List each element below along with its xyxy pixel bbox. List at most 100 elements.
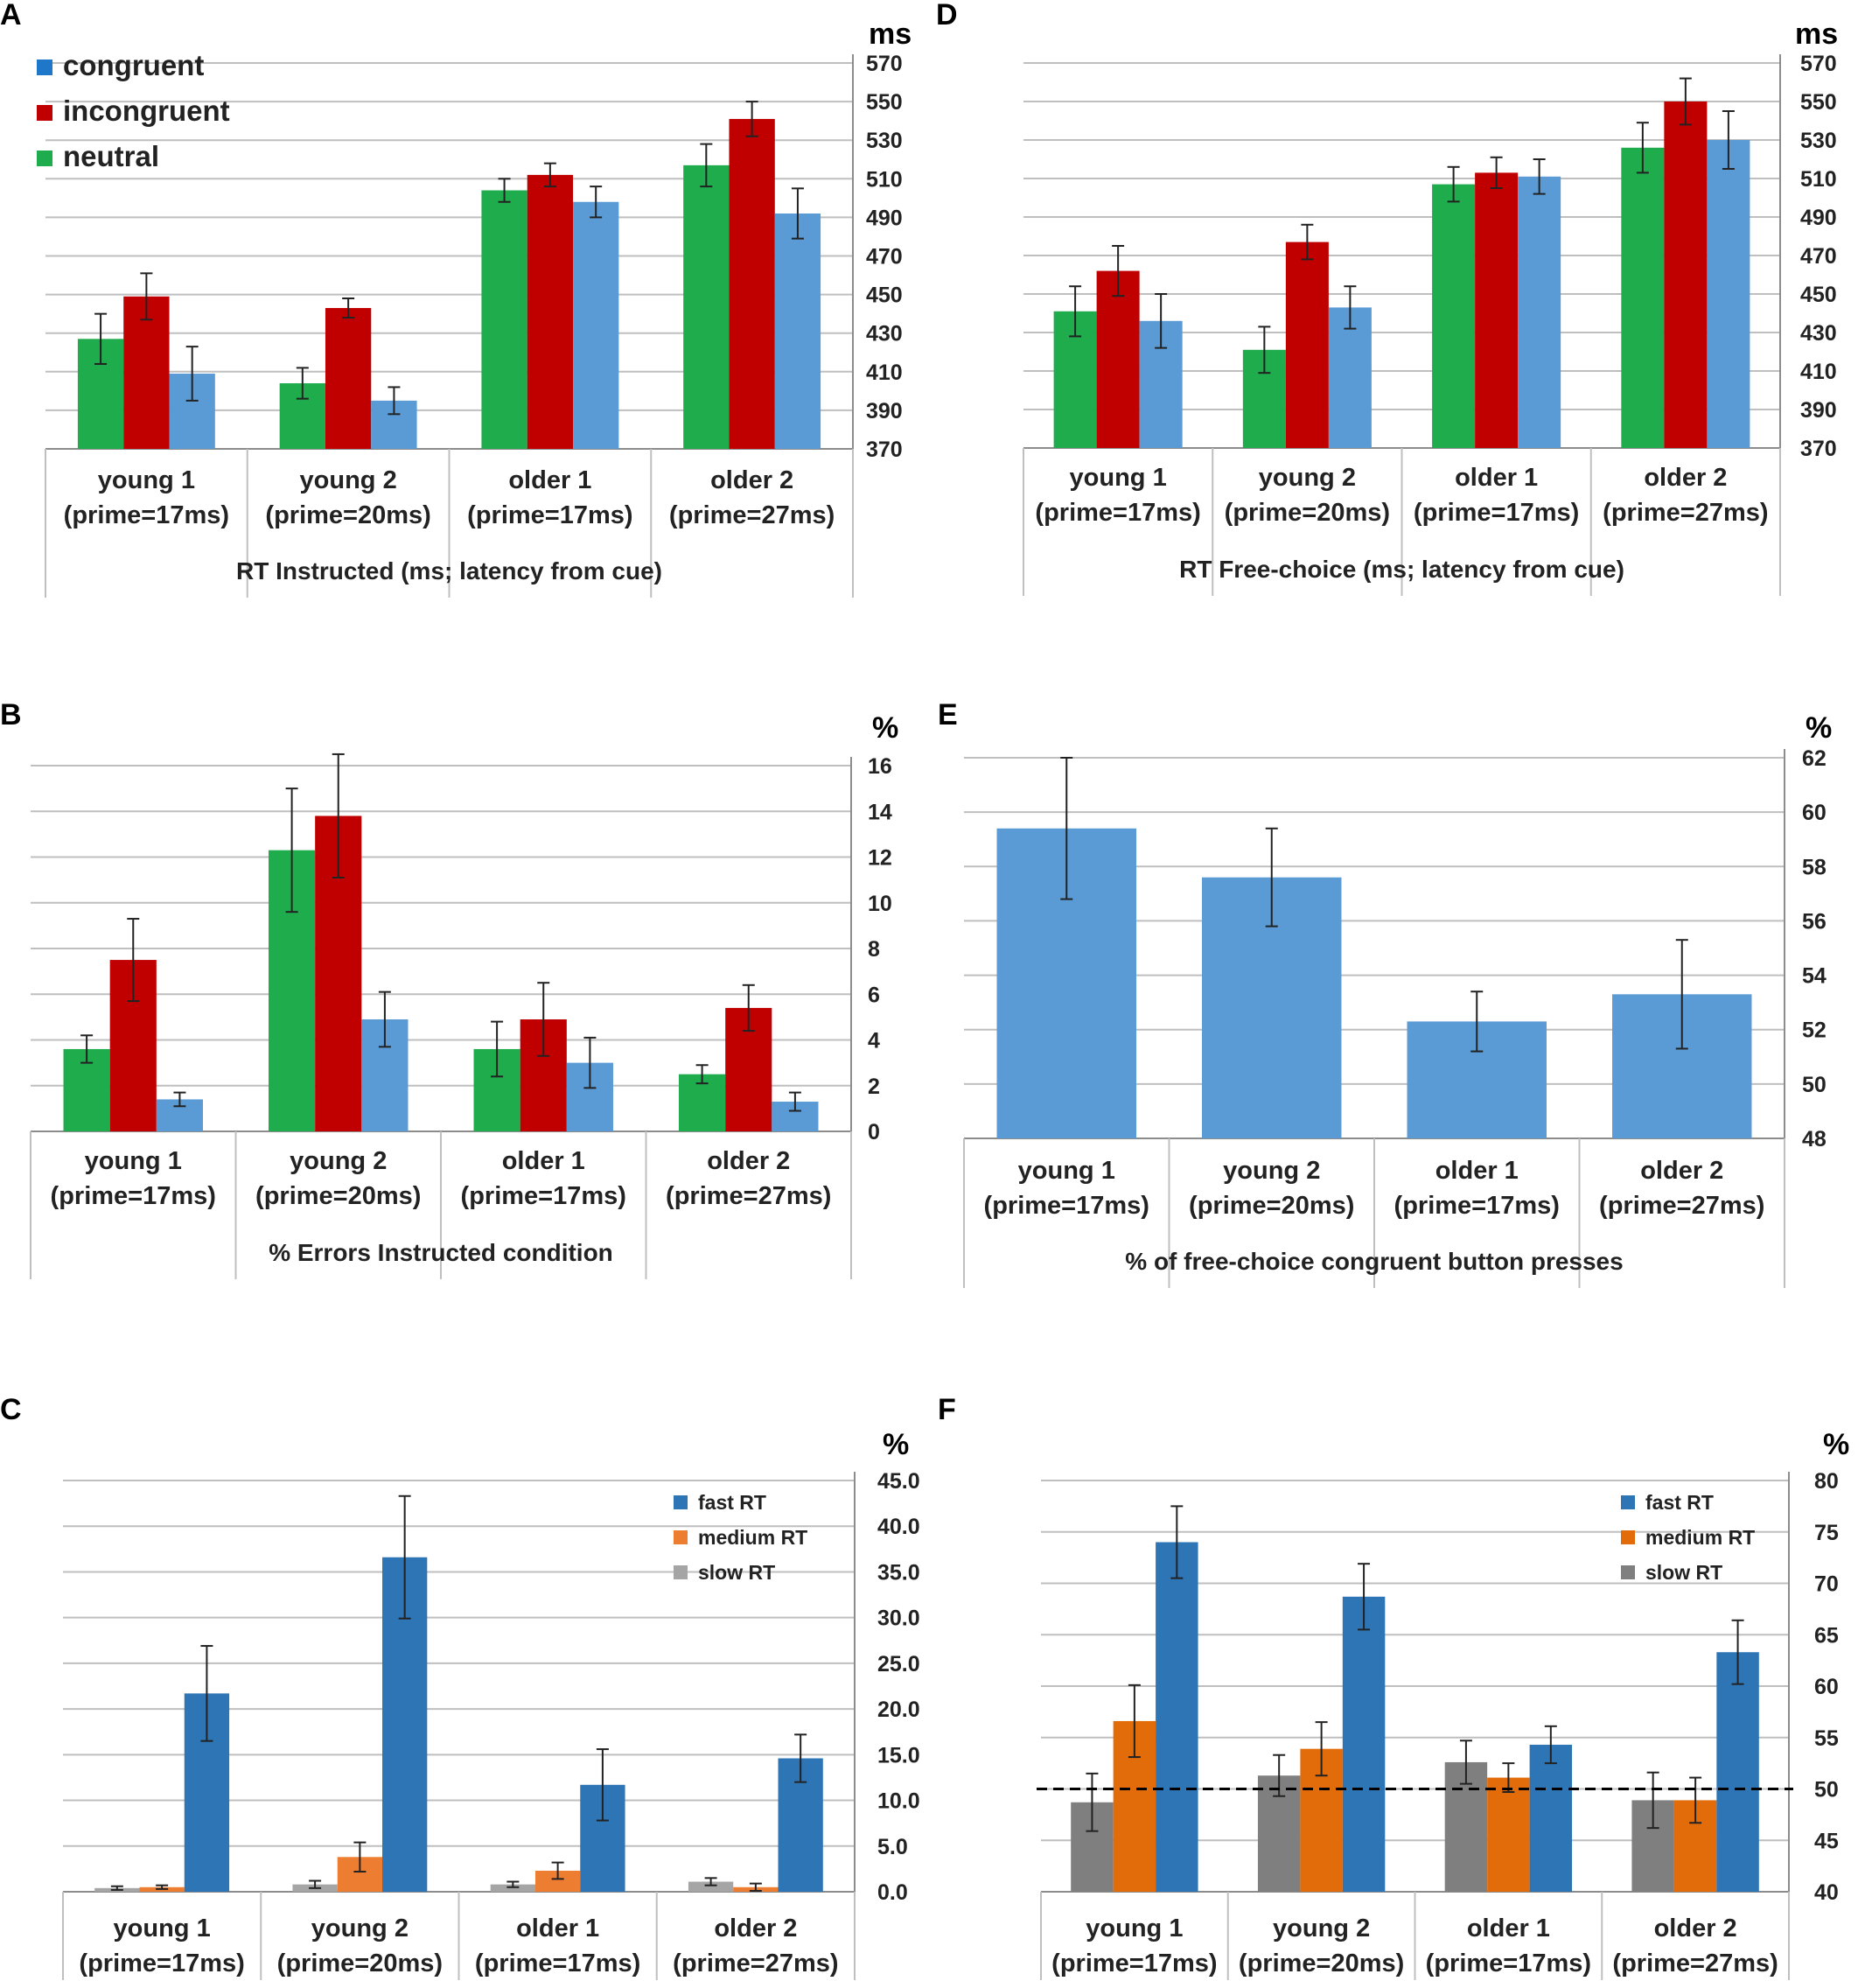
bar-neutral-older-1 xyxy=(1432,184,1476,448)
category-sublabel: (prime=27ms) xyxy=(1612,1950,1778,1978)
y-tick-label: 40 xyxy=(1814,1880,1839,1905)
category-label: young 1 xyxy=(98,466,195,494)
category-label: young 2 xyxy=(311,1914,409,1942)
legend-swatch xyxy=(37,150,52,166)
panel-A-letter: A xyxy=(0,0,22,32)
y-tick-label: 510 xyxy=(1800,167,1837,192)
bar-incongruent-young-2 xyxy=(1285,242,1329,448)
legend-swatch xyxy=(37,60,52,75)
bar-fast-RT-young-1 xyxy=(1156,1542,1198,1892)
category-sublabel: (prime=17ms) xyxy=(467,501,632,529)
bar-fast-RT-young-2 xyxy=(1342,1596,1386,1892)
y-tick-label: 410 xyxy=(1800,360,1837,384)
category-sublabel: (prime=20ms) xyxy=(1225,499,1390,527)
bar-neutral-older-1 xyxy=(481,190,527,449)
y-tick-label: 370 xyxy=(866,438,903,462)
category-label: older 1 xyxy=(502,1147,585,1175)
y-tick-label: 45.0 xyxy=(877,1469,920,1494)
legend-swatch xyxy=(37,105,52,121)
category-label: older 2 xyxy=(710,466,793,494)
category-label: young 1 xyxy=(114,1914,211,1942)
y-tick-label: 490 xyxy=(866,206,903,230)
y-unit-label: ms xyxy=(869,18,912,51)
y-unit-label: % xyxy=(1823,1428,1849,1461)
y-tick-label: 15.0 xyxy=(877,1743,920,1768)
y-tick-label: 530 xyxy=(866,129,903,153)
category-sublabel: (prime=17ms) xyxy=(461,1182,626,1210)
y-tick-label: 450 xyxy=(1800,283,1837,307)
x-axis-title: % Errors Instructed condition xyxy=(269,1239,613,1266)
panel-F-letter: F xyxy=(938,1393,956,1426)
panel-B: B 0 2 4 6 8 10 12 14 16% young 1 (prime=17ms) young… xyxy=(0,698,898,1279)
legend-label: neutral xyxy=(63,140,159,172)
y-tick-label: 10.0 xyxy=(877,1789,920,1814)
legend-label: fast RT xyxy=(698,1491,766,1514)
category-label: young 1 xyxy=(1070,464,1167,492)
category-sublabel: (prime=17ms) xyxy=(64,501,229,529)
y-tick-label: 470 xyxy=(1800,244,1837,269)
category-sublabel: (prime=17ms) xyxy=(1426,1950,1591,1978)
y-tick-label: 50 xyxy=(1802,1073,1827,1097)
y-tick-label: 370 xyxy=(1800,437,1837,461)
panel-D-letter: D xyxy=(936,0,958,32)
y-tick-label: 50 xyxy=(1814,1778,1839,1802)
x-axis-title: % of free-choice congruent button presse… xyxy=(1125,1248,1623,1275)
category-sublabel: (prime=17ms) xyxy=(1051,1950,1217,1978)
bar-incongruent-young-1 xyxy=(123,296,170,449)
category-sublabel: (prime=20ms) xyxy=(265,501,430,529)
x-axis-title: RT Free-choice (ms; latency from cue) xyxy=(1179,556,1624,583)
category-sublabel: (prime=27ms) xyxy=(666,1182,831,1210)
category-label: older 1 xyxy=(508,466,591,494)
category-sublabel: (prime=17ms) xyxy=(79,1950,244,1978)
bar-congruent-older-1 xyxy=(1518,176,1561,449)
y-tick-label: 430 xyxy=(1800,321,1837,346)
y-tick-label: 35.0 xyxy=(877,1560,920,1585)
legend-label: slow RT xyxy=(1645,1561,1722,1584)
category-sublabel: (prime=17ms) xyxy=(1414,499,1579,527)
category-label: older 1 xyxy=(1435,1157,1519,1185)
panel-C: C 0.0 5.0 10.0 15.0 20.0 25.0 30.0 35.0 40.0 45.0… xyxy=(0,1393,920,1980)
category-label: young 1 xyxy=(1018,1157,1115,1185)
y-tick-label: 58 xyxy=(1802,855,1827,879)
y-tick-label: 510 xyxy=(866,167,903,192)
y-tick-label: 4 xyxy=(868,1029,880,1054)
category-sublabel: (prime=17ms) xyxy=(1035,499,1200,527)
y-tick-label: 80 xyxy=(1814,1469,1839,1494)
y-tick-label: 10 xyxy=(868,892,892,916)
bar-congruent-older-2 xyxy=(774,213,821,450)
bar-incongruent-older-2 xyxy=(729,118,775,449)
y-tick-label: 65 xyxy=(1814,1623,1839,1648)
bar-incongruent-young-1 xyxy=(1096,270,1140,448)
bar-congruent-older-2 xyxy=(1707,140,1750,448)
category-sublabel: (prime=17ms) xyxy=(984,1192,1149,1220)
y-tick-label: 2 xyxy=(868,1074,880,1099)
bar-fast-RT-older-1 xyxy=(1529,1744,1573,1892)
y-tick-label: 8 xyxy=(868,937,880,962)
category-label: young 1 xyxy=(1086,1914,1183,1942)
y-tick-label: 54 xyxy=(1802,964,1827,989)
bar-slow-RT-older-2 xyxy=(688,1881,734,1892)
bar-slow-RT-older-1 xyxy=(490,1884,535,1892)
category-sublabel: (prime=20ms) xyxy=(1239,1950,1404,1978)
category-sublabel: (prime=17ms) xyxy=(51,1182,216,1210)
y-tick-label: 20.0 xyxy=(877,1698,920,1722)
y-unit-label: % xyxy=(883,1428,909,1461)
y-tick-label: 56 xyxy=(1802,909,1827,934)
y-tick-label: 570 xyxy=(866,52,903,76)
legend-label: congruent xyxy=(63,49,204,81)
y-unit-label: ms xyxy=(1795,18,1838,51)
category-label: older 2 xyxy=(1640,1157,1723,1185)
category-sublabel: (prime=17ms) xyxy=(475,1950,640,1978)
y-tick-label: 5.0 xyxy=(877,1835,908,1859)
category-label: young 2 xyxy=(290,1147,387,1175)
y-tick-label: 55 xyxy=(1814,1726,1839,1751)
y-tick-label: 60 xyxy=(1814,1675,1839,1699)
bar-congruent-older-1 xyxy=(573,201,619,449)
y-tick-label: 490 xyxy=(1800,206,1837,230)
panel-C-letter: C xyxy=(0,1393,22,1426)
y-tick-label: 530 xyxy=(1800,129,1837,153)
y-tick-label: 12 xyxy=(868,846,892,871)
category-label: young 2 xyxy=(1273,1914,1370,1942)
category-label: older 2 xyxy=(1654,1914,1737,1942)
